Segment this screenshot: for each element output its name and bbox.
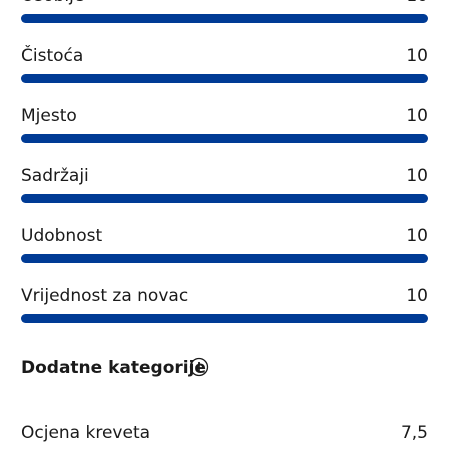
rating-score: 10 bbox=[406, 0, 428, 6]
rating-bar bbox=[21, 194, 428, 203]
rating-score: 10 bbox=[406, 46, 428, 66]
info-icon[interactable] bbox=[189, 357, 209, 377]
rating-bar bbox=[21, 314, 428, 323]
rating-bar bbox=[21, 14, 428, 23]
rating-score: 10 bbox=[406, 166, 428, 186]
rating-label: Mjesto bbox=[21, 106, 77, 126]
rating-label: Osoblje bbox=[21, 0, 84, 6]
rating-bar bbox=[21, 254, 428, 263]
section-title: Dodatne kategorije bbox=[21, 358, 206, 378]
rating-score: 10 bbox=[406, 286, 428, 306]
rating-score: 10 bbox=[406, 106, 428, 126]
rating-label: Udobnost bbox=[21, 226, 103, 246]
rating-label: Vrijednost za novac bbox=[21, 286, 189, 306]
rating-bar bbox=[21, 74, 428, 83]
rating-score: 10 bbox=[406, 226, 428, 246]
rating-label: Ocjena kreveta bbox=[21, 423, 151, 443]
rating-label: Čistoća bbox=[21, 46, 84, 66]
rating-score: 7,5 bbox=[400, 423, 428, 443]
rating-label: Sadržaji bbox=[21, 166, 89, 186]
rating-bar bbox=[21, 134, 428, 143]
